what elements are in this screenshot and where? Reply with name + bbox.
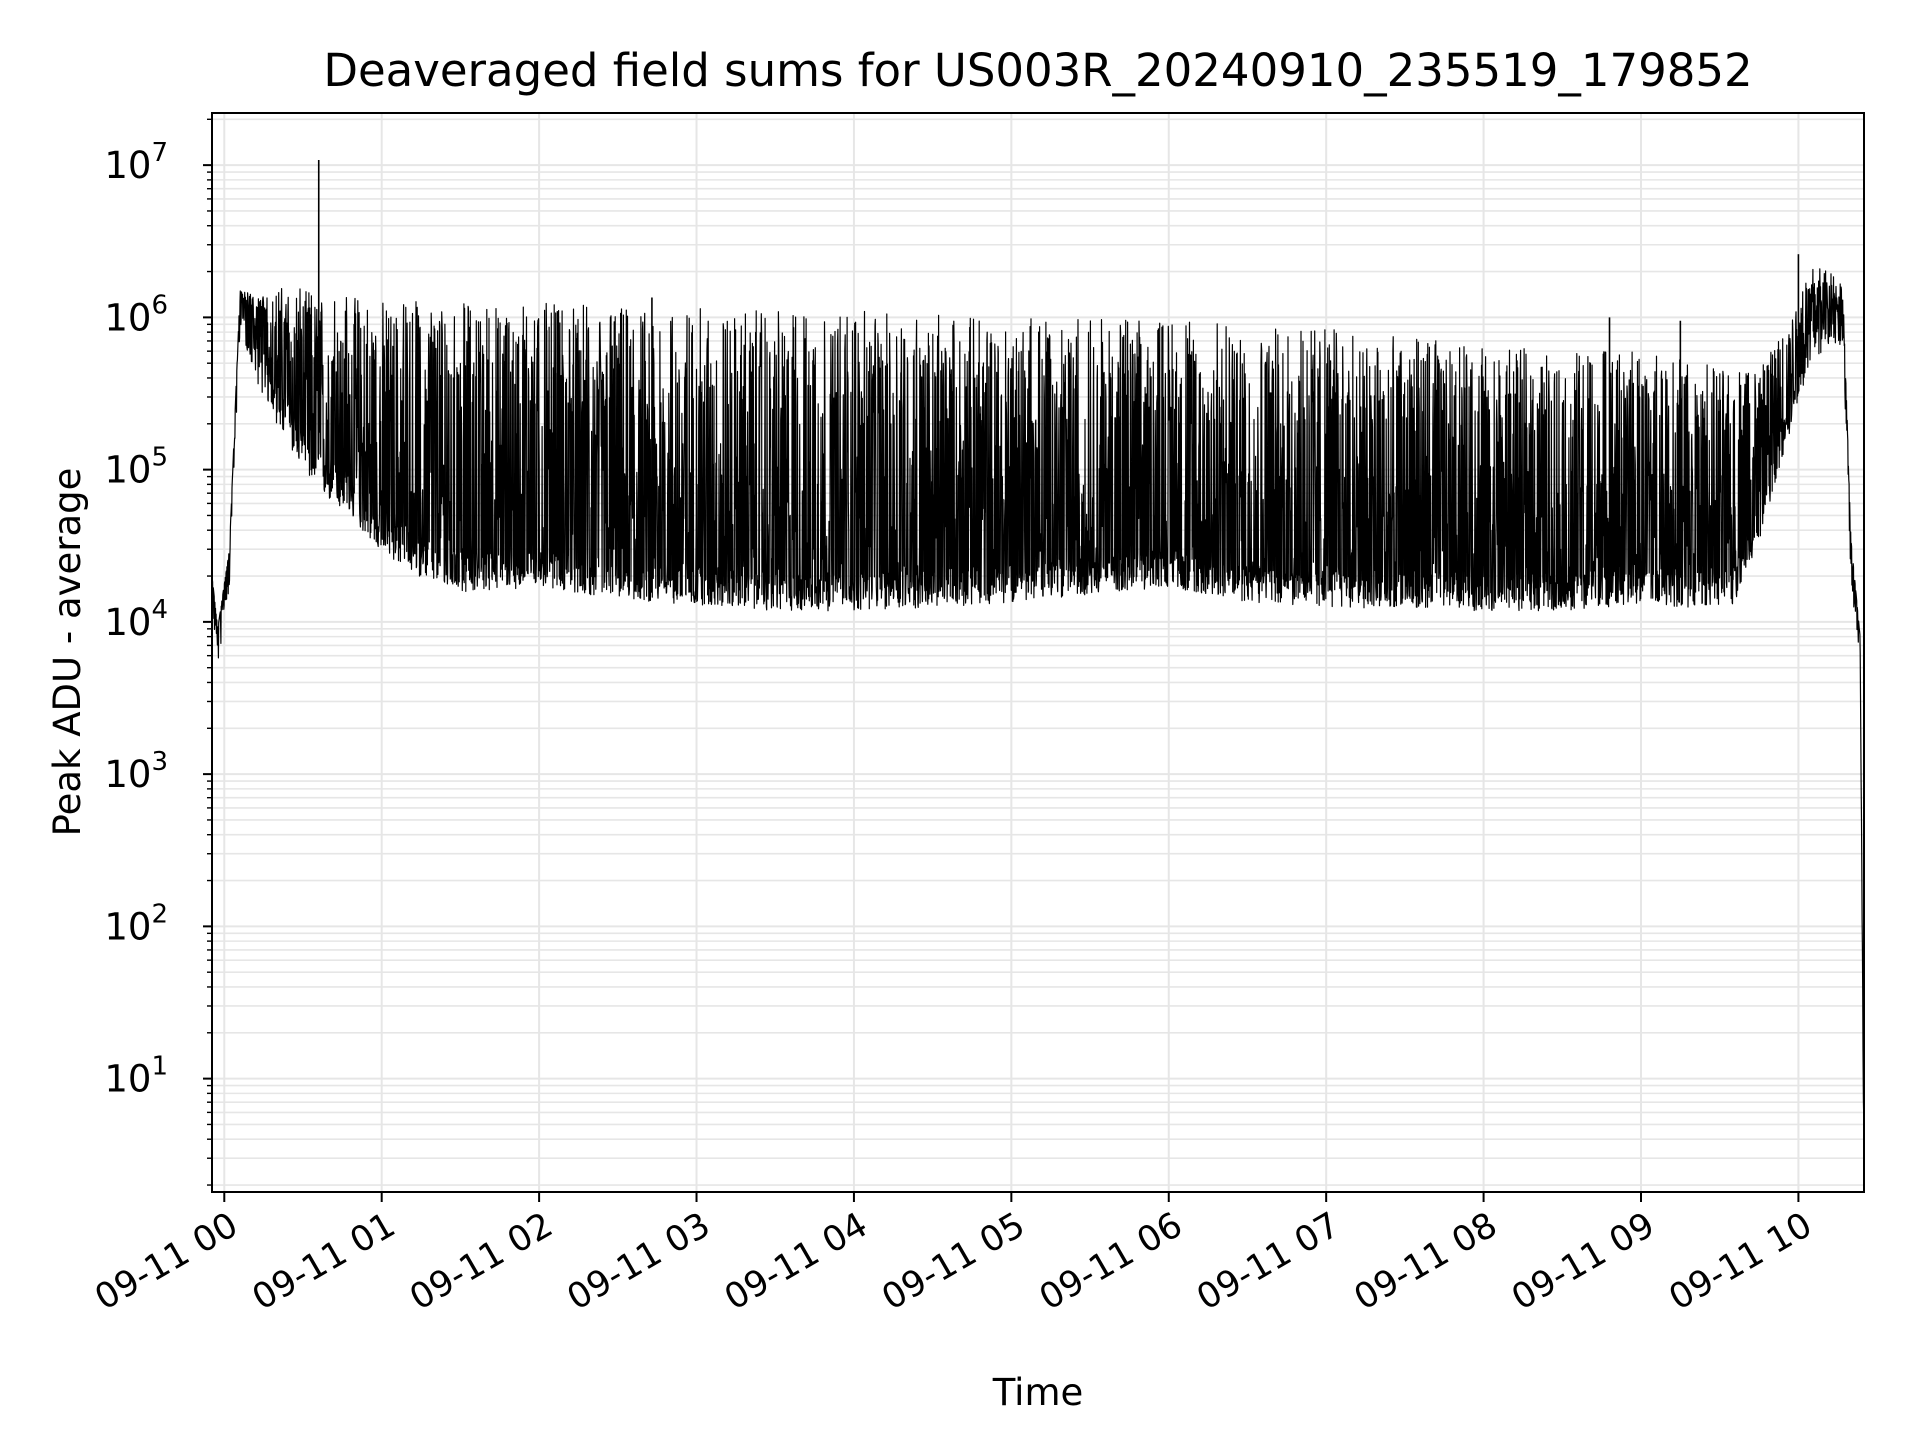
series-line (211, 268, 1865, 1161)
axes-frame (211, 112, 1865, 1193)
plot-area (211, 160, 1865, 1161)
y-tick-label: 104 (104, 595, 168, 644)
y-axis-label: Peak ADU - average (46, 468, 89, 837)
y-tick-label: 107 (104, 138, 168, 187)
chart-title: Deaveraged field sums for US003R_2024091… (323, 44, 1752, 97)
x-axis-label: Time (992, 1371, 1084, 1414)
y-tick-label: 101 (104, 1052, 168, 1101)
y-tick-label: 103 (104, 747, 168, 796)
grid (212, 113, 1864, 1192)
y-axis-ticks: 101 102 103 104 105 106 107 (104, 118, 212, 1186)
y-tick-label: 106 (104, 290, 168, 339)
y-tick-label: 102 (104, 899, 168, 948)
y-tick-label: 105 (104, 443, 168, 492)
